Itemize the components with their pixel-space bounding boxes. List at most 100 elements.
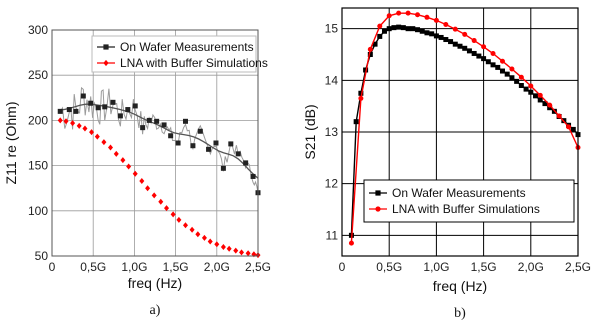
data-point — [82, 125, 88, 132]
data-point — [481, 44, 487, 50]
data-point — [108, 144, 114, 151]
data-point — [176, 216, 182, 223]
data-point — [228, 141, 234, 147]
data-point — [424, 30, 430, 36]
data-point — [547, 105, 553, 111]
data-point — [250, 173, 256, 179]
legend-box — [363, 179, 575, 223]
chart-a-x-tick-labels: 0 0,5G 1,0G 1,5G 2,0G 2,5G — [49, 260, 271, 274]
data-point — [220, 165, 226, 171]
data-point — [353, 119, 359, 125]
data-point — [381, 28, 387, 34]
data-point — [499, 68, 505, 74]
y-tick-label: 12 — [325, 177, 339, 191]
data-point — [542, 101, 548, 107]
data-point — [476, 53, 482, 59]
data-point — [410, 26, 416, 32]
data-point — [348, 240, 354, 246]
data-point — [190, 143, 196, 149]
data-point — [201, 234, 207, 241]
data-point — [405, 10, 411, 16]
data-point — [367, 46, 373, 52]
data-point — [518, 83, 524, 88]
data-point — [110, 99, 116, 105]
data-point — [207, 238, 213, 245]
data-point — [386, 13, 392, 19]
data-point — [235, 151, 241, 157]
data-point — [433, 33, 439, 39]
data-point — [73, 108, 79, 114]
data-point — [125, 107, 131, 113]
data-point — [63, 118, 69, 125]
data-point — [363, 67, 369, 73]
data-point — [89, 129, 95, 136]
data-point — [471, 38, 477, 44]
data-point — [518, 74, 524, 80]
data-point — [537, 97, 543, 103]
data-point — [195, 231, 201, 238]
data-point — [226, 245, 232, 252]
y-tick-label: 14 — [325, 73, 339, 87]
data-point — [168, 133, 174, 139]
data-point — [556, 113, 562, 119]
data-point — [528, 83, 534, 89]
legend-item-on-wafer-measurements: On Wafer Measurements — [97, 40, 254, 54]
data-point — [566, 124, 572, 130]
chart-b-x-axis-label: freq (Hz) — [433, 278, 487, 294]
chart-a-legend: On Wafer Measurements LNA with Buffer Sim… — [91, 35, 268, 73]
data-point — [429, 31, 435, 37]
chart-b-caption: b) — [454, 306, 466, 321]
y-tick-label: 300 — [28, 23, 48, 37]
data-point — [481, 56, 487, 62]
x-tick-label: 2,5G — [245, 260, 271, 274]
chart-a-y-tick-labels: 50 100 150 200 250 300 — [28, 23, 48, 263]
chart-b-x-tick-labels: 0 0,5G 1,0G 1,5G 2,0G 2,5G — [339, 260, 591, 274]
data-point — [243, 160, 249, 166]
data-point — [471, 50, 477, 56]
data-point — [197, 128, 203, 134]
data-point — [448, 39, 454, 45]
data-point — [213, 140, 219, 146]
x-tick-label: 0 — [49, 260, 56, 274]
data-point — [170, 211, 176, 218]
data-point — [452, 26, 458, 32]
data-point — [154, 118, 160, 124]
data-point — [76, 122, 82, 129]
data-point — [151, 192, 157, 199]
y-tick-label: 11 — [326, 228, 339, 242]
data-point — [102, 104, 108, 110]
data-point — [490, 50, 496, 56]
data-point — [233, 247, 239, 254]
data-point — [537, 92, 543, 98]
data-point — [120, 157, 126, 164]
data-point — [433, 17, 439, 23]
data-point — [485, 59, 491, 65]
data-point — [415, 12, 421, 18]
legend-marker — [103, 59, 109, 67]
series-lna-with-buffer-simulations — [57, 117, 261, 259]
x-tick-label: 0,5G — [80, 260, 106, 274]
data-point — [164, 205, 170, 212]
chart-b-y-tick-labels: 11 12 13 14 15 — [325, 22, 339, 243]
data-point — [443, 37, 449, 43]
data-point — [182, 222, 188, 229]
data-point — [245, 250, 251, 257]
measurement-raw-trace — [59, 86, 259, 193]
x-tick-label: 2,5G — [565, 260, 591, 274]
data-point — [400, 25, 406, 31]
data-point — [372, 41, 378, 47]
y-tick-label: 100 — [28, 204, 48, 218]
data-point — [523, 86, 529, 92]
data-point — [158, 198, 164, 205]
legend-label: LNA with Buffer Simulations — [120, 56, 268, 70]
data-point — [466, 48, 472, 54]
data-point — [132, 170, 138, 177]
data-point — [358, 95, 364, 101]
chart-a-x-axis-label: freq (Hz) — [128, 275, 182, 291]
chart-a-frame — [51, 29, 259, 257]
data-point — [396, 24, 402, 30]
data-point — [95, 105, 101, 111]
y-tick-label: 200 — [28, 113, 48, 127]
data-point — [509, 66, 515, 72]
data-point — [377, 33, 383, 39]
